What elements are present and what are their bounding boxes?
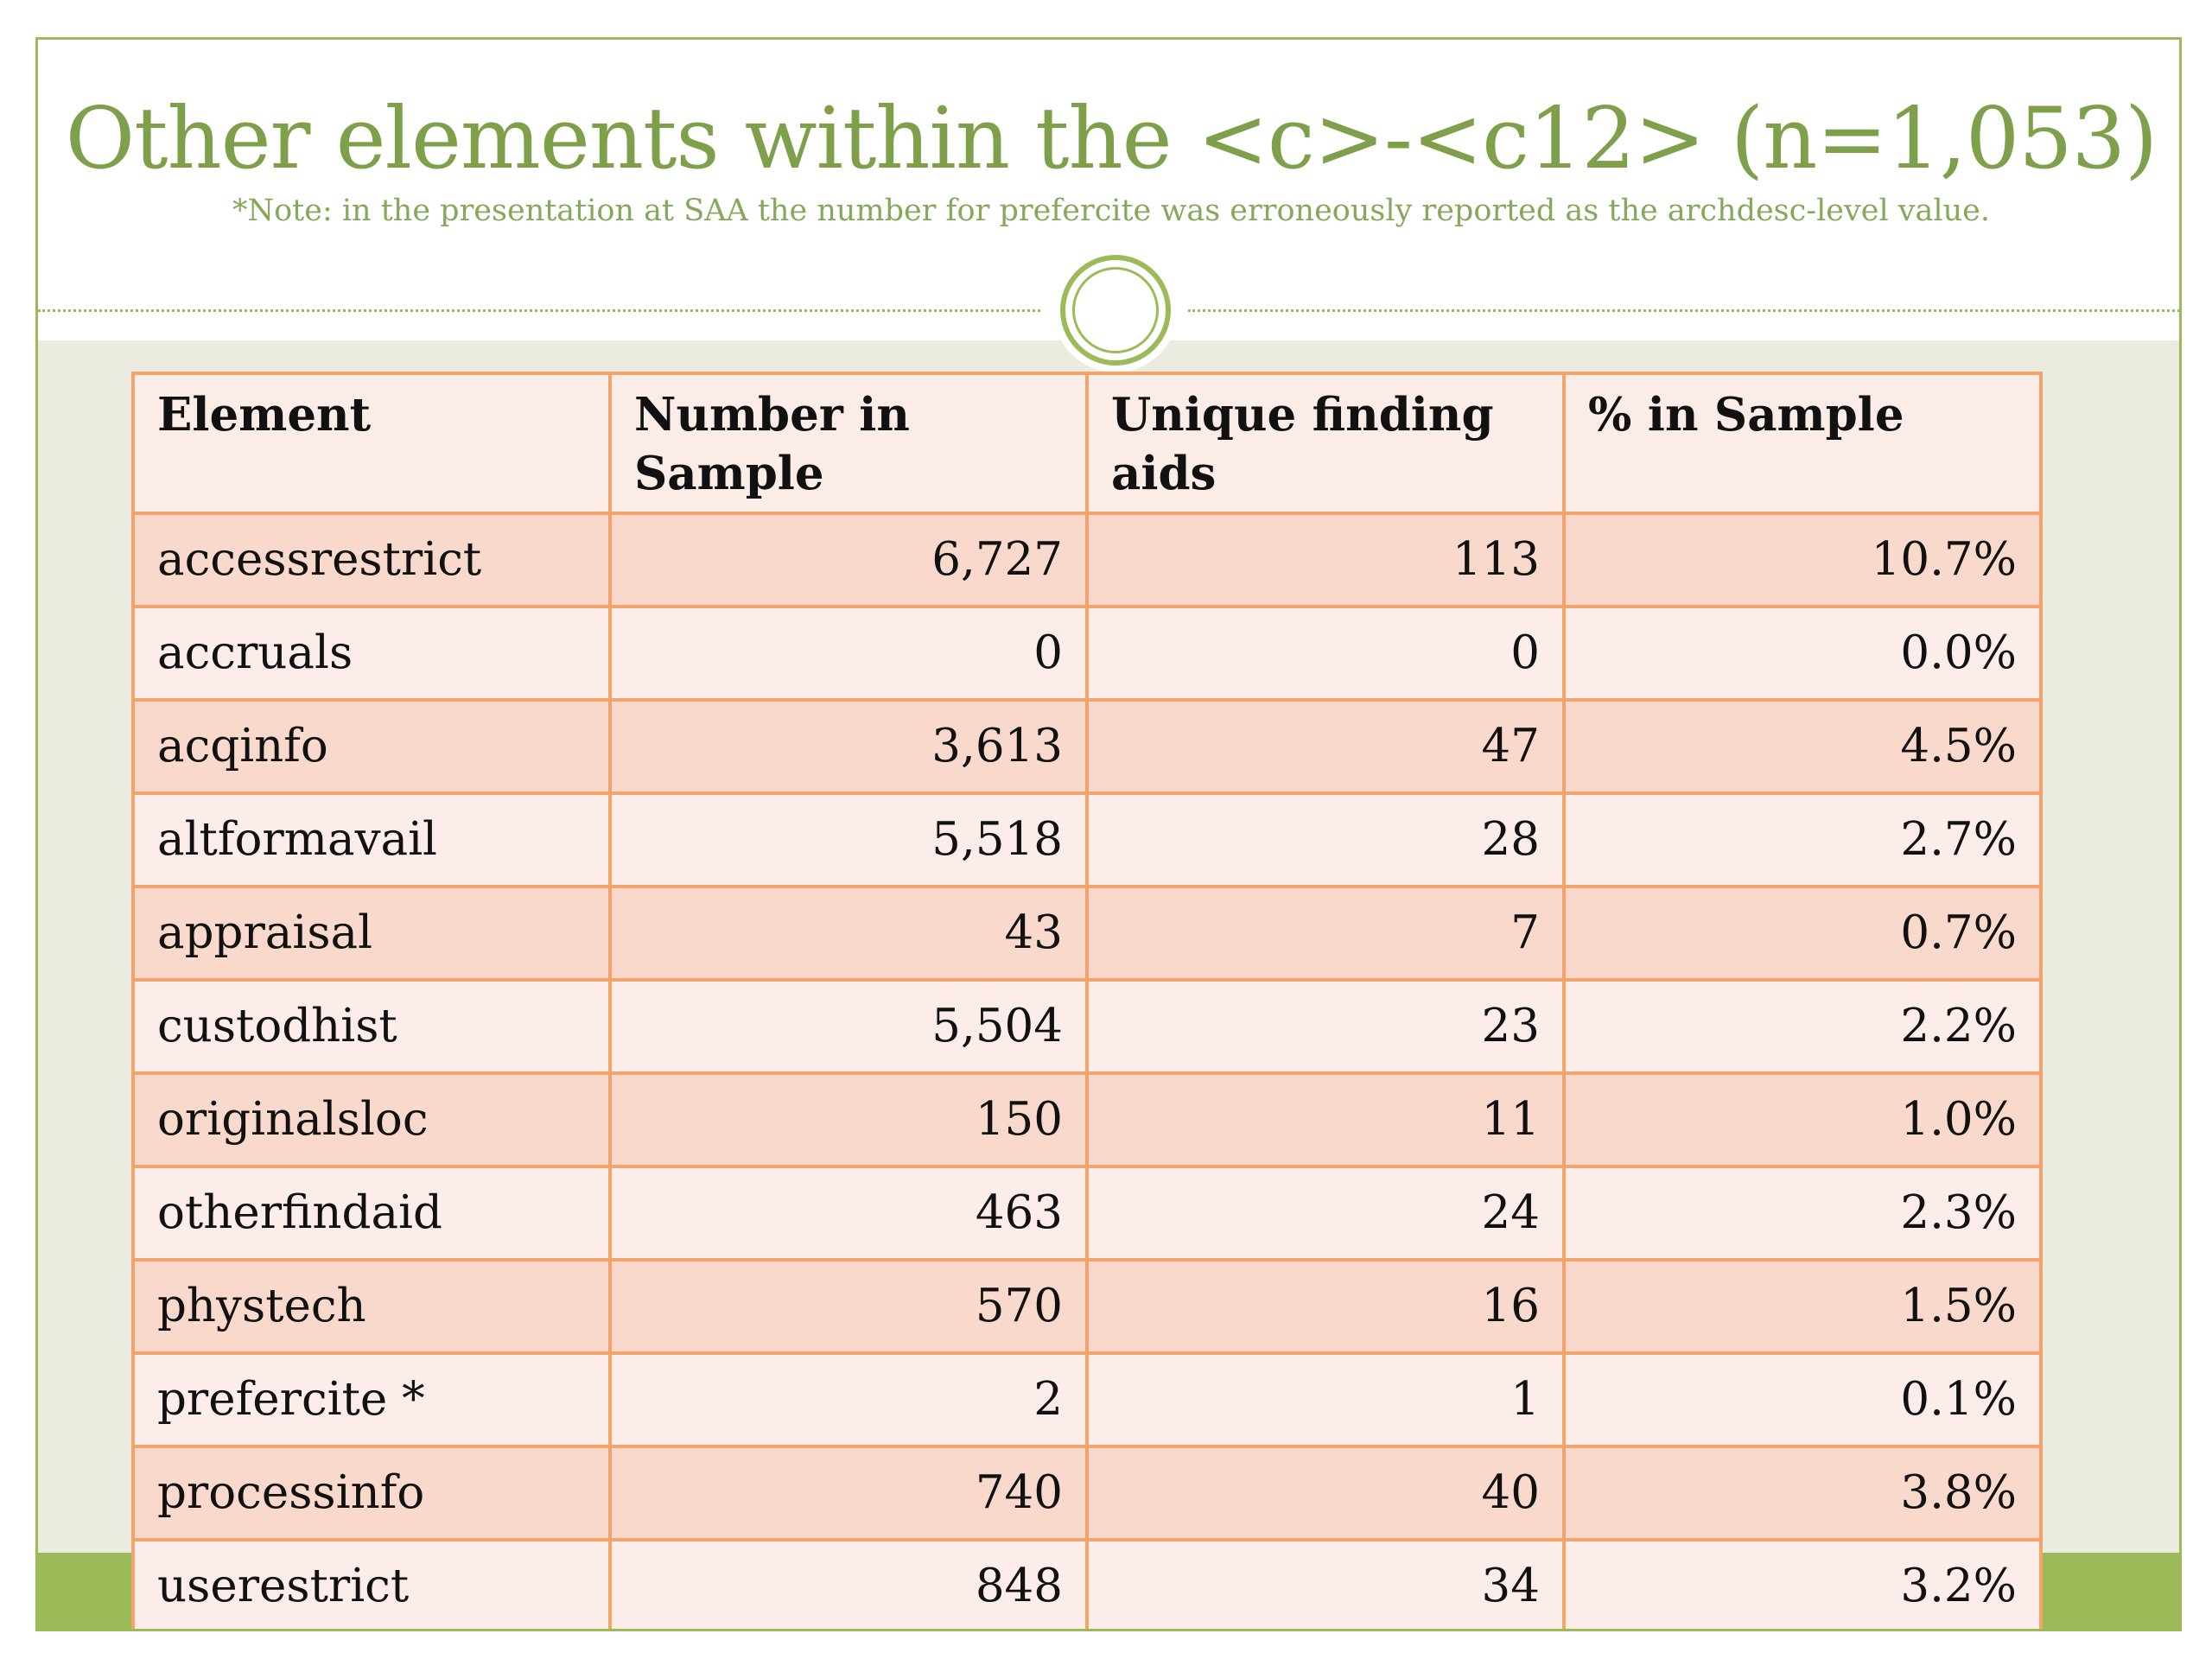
cell-percent: 3.8% (1562, 1445, 2043, 1541)
cell-percent: 0.1% (1562, 1351, 2043, 1448)
cell-unique: 34 (1085, 1538, 1566, 1629)
cell-number: 2 (608, 1351, 1089, 1448)
cell-unique: 113 (1085, 512, 1566, 608)
cell-number: 3,613 (608, 698, 1089, 795)
cell-unique: 16 (1085, 1258, 1566, 1355)
header-unique-finding-aids: Unique finding aids (1085, 372, 1566, 515)
cell-element: prefercite * (131, 1351, 612, 1448)
cell-number: 463 (608, 1165, 1089, 1262)
cell-number: 43 (608, 885, 1089, 982)
cell-element: custodhist (131, 978, 612, 1075)
cell-element: otherfindaid (131, 1165, 612, 1262)
table-row: processinfo 740 40 3.8% (131, 1445, 2043, 1541)
cell-percent: 10.7% (1562, 512, 2043, 608)
cell-element: userestrict (131, 1538, 612, 1629)
slide-note: *Note: in the presentation at SAA the nu… (232, 194, 1991, 228)
cell-unique: 47 (1085, 698, 1566, 795)
table-row: accessrestrict 6,727 113 10.7% (131, 512, 2043, 608)
cell-unique: 0 (1085, 605, 1566, 702)
cell-percent: 4.5% (1562, 698, 2043, 795)
cell-unique: 7 (1085, 885, 1566, 982)
cell-number: 6,727 (608, 512, 1089, 608)
cell-percent: 1.5% (1562, 1258, 2043, 1355)
header-percent-in-sample: % in Sample (1562, 372, 2043, 515)
cell-number: 0 (608, 605, 1089, 702)
cell-percent: 3.2% (1562, 1538, 2043, 1629)
cell-number: 848 (608, 1538, 1089, 1629)
table-row: appraisal 43 7 0.7% (131, 885, 2043, 982)
table-header-row: Element Number in Sample Unique finding … (131, 372, 2043, 515)
table-row: altformavail 5,518 28 2.7% (131, 791, 2043, 888)
slide-title: Other elements within the <c>-<c12> (n=1… (65, 90, 2158, 188)
table-row: originalsloc 150 11 1.0% (131, 1071, 2043, 1168)
cell-element: phystech (131, 1258, 612, 1355)
table-row: userestrict 848 34 3.2% (131, 1538, 2043, 1629)
cell-number: 570 (608, 1258, 1089, 1355)
cell-unique: 24 (1085, 1165, 1566, 1262)
cell-percent: 1.0% (1562, 1071, 2043, 1168)
cell-unique: 28 (1085, 791, 1566, 888)
cell-percent: 0.0% (1562, 605, 2043, 702)
cell-element: altformavail (131, 791, 612, 888)
cell-percent: 2.3% (1562, 1165, 2043, 1262)
table-row: accruals 0 0 0.0% (131, 605, 2043, 702)
cell-number: 740 (608, 1445, 1089, 1541)
slide: Other elements within the <c>-<c12> (n=1… (35, 37, 2182, 1631)
title-divider-left (38, 309, 1040, 312)
cell-unique: 11 (1085, 1071, 1566, 1168)
cell-percent: 0.7% (1562, 885, 2043, 982)
cell-element: appraisal (131, 885, 612, 982)
cell-number: 150 (608, 1071, 1089, 1168)
cell-number: 5,518 (608, 791, 1089, 888)
cell-element: accessrestrict (131, 512, 612, 608)
cell-number: 5,504 (608, 978, 1089, 1075)
cell-element: originalsloc (131, 1071, 612, 1168)
table-row: custodhist 5,504 23 2.2% (131, 978, 2043, 1075)
cell-element: processinfo (131, 1445, 612, 1541)
table-row: prefercite * 2 1 0.1% (131, 1351, 2043, 1448)
header-number-in-sample: Number in Sample (608, 372, 1089, 515)
cell-element: accruals (131, 605, 612, 702)
cell-unique: 1 (1085, 1351, 1566, 1448)
table-row: phystech 570 16 1.5% (131, 1258, 2043, 1355)
header-element: Element (131, 372, 612, 515)
title-divider-right (1188, 309, 2179, 312)
cell-element: acqinfo (131, 698, 612, 795)
cell-unique: 23 (1085, 978, 1566, 1075)
divider-ring-ornament (1060, 255, 1171, 365)
cell-percent: 2.2% (1562, 978, 2043, 1075)
elements-table: Element Number in Sample Unique finding … (131, 372, 2043, 1629)
table-row: otherfindaid 463 24 2.3% (131, 1165, 2043, 1262)
cell-percent: 2.7% (1562, 791, 2043, 888)
table-row: acqinfo 3,613 47 4.5% (131, 698, 2043, 795)
cell-unique: 40 (1085, 1445, 1566, 1541)
